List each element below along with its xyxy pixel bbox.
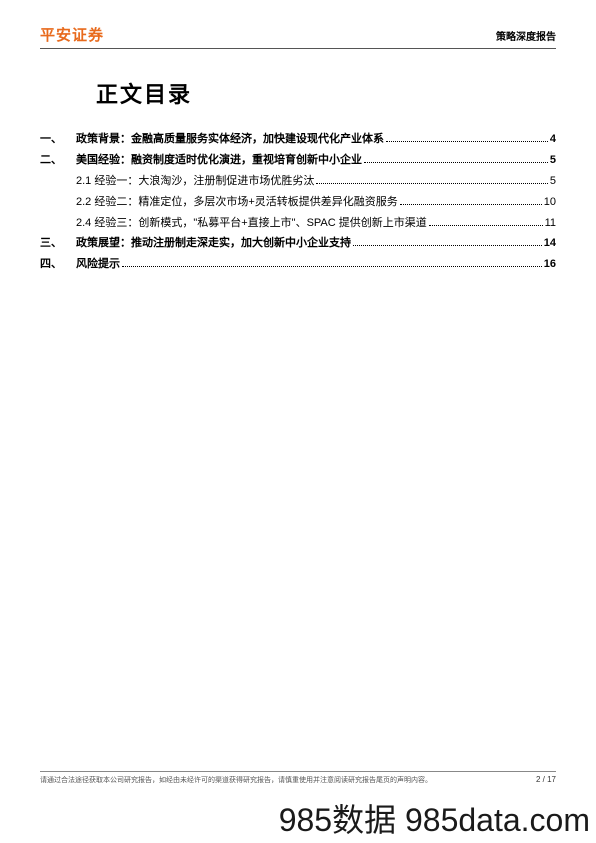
- toc-entry: 三、政策展望：推动注册制走深走实，加大创新中小企业支持 14: [40, 233, 556, 254]
- toc-leader: [400, 204, 542, 205]
- toc-list: 一、政策背景：金融高质量服务实体经济，加快建设现代化产业体系4二、美国经验：融资…: [40, 129, 556, 275]
- toc-subtext: 2.4 经验三：创新模式，"私募平台+直接上市"、SPAC 提供创新上市渠道: [76, 213, 427, 234]
- toc-page: 5: [550, 150, 556, 171]
- toc-number: 一、: [40, 129, 76, 150]
- toc-subtext: 2.1 经验一：大浪淘沙，注册制促进市场优胜劣汰: [76, 171, 314, 192]
- toc-title: 正文目录: [96, 77, 556, 109]
- toc-page: 11: [545, 213, 556, 234]
- toc-text: 风险提示: [76, 254, 120, 275]
- toc-leader: [386, 141, 548, 142]
- toc-text: 政策背景：金融高质量服务实体经济，加快建设现代化产业体系: [76, 129, 384, 150]
- toc-page: 14: [544, 233, 556, 254]
- toc-entry: 2.1 经验一：大浪淘沙，注册制促进市场优胜劣汰 5: [40, 171, 556, 192]
- toc-text: 政策展望：推动注册制走深走实，加大创新中小企业支持: [76, 233, 351, 254]
- toc-entry: 2.4 经验三：创新模式，"私募平台+直接上市"、SPAC 提供创新上市渠道 11: [40, 213, 556, 234]
- toc-leader: [353, 245, 542, 246]
- toc-entry: 二、美国经验：融资制度适时优化演进，重视培育创新中小企业 5: [40, 150, 556, 171]
- page-header: 平安证券 策略深度报告: [40, 24, 556, 49]
- brand-logo: 平安证券: [40, 24, 104, 45]
- footer-disclaimer: 请通过合法途径获取本公司研究报告，如经由未经许可的渠道获得研究报告，请慎重使用并…: [40, 775, 432, 785]
- toc-number: 二、: [40, 150, 76, 171]
- page-number: 2 / 17: [536, 775, 556, 785]
- toc-page: 10: [544, 192, 556, 213]
- toc-entry: 2.2 经验二：精准定位，多层次市场+灵活转板提供差异化融资服务 10: [40, 192, 556, 213]
- toc-leader: [122, 266, 542, 267]
- toc-page: 4: [550, 129, 556, 150]
- toc-page: 5: [550, 171, 556, 192]
- doc-type-label: 策略深度报告: [496, 28, 556, 43]
- watermark-text: 985数据 985data.com: [279, 795, 590, 841]
- toc-leader: [364, 162, 548, 163]
- toc-number: 三、: [40, 233, 76, 254]
- toc-entry: 一、政策背景：金融高质量服务实体经济，加快建设现代化产业体系 4: [40, 129, 556, 150]
- toc-entry: 四、风险提示 16: [40, 254, 556, 275]
- toc-subtext: 2.2 经验二：精准定位，多层次市场+灵活转板提供差异化融资服务: [76, 192, 398, 213]
- toc-number: 四、: [40, 254, 76, 275]
- page-footer: 请通过合法途径获取本公司研究报告，如经由未经许可的渠道获得研究报告，请慎重使用并…: [40, 771, 556, 785]
- toc-text: 美国经验：融资制度适时优化演进，重视培育创新中小企业: [76, 150, 362, 171]
- toc-leader: [429, 225, 543, 226]
- toc-leader: [316, 183, 548, 184]
- toc-page: 16: [544, 254, 556, 275]
